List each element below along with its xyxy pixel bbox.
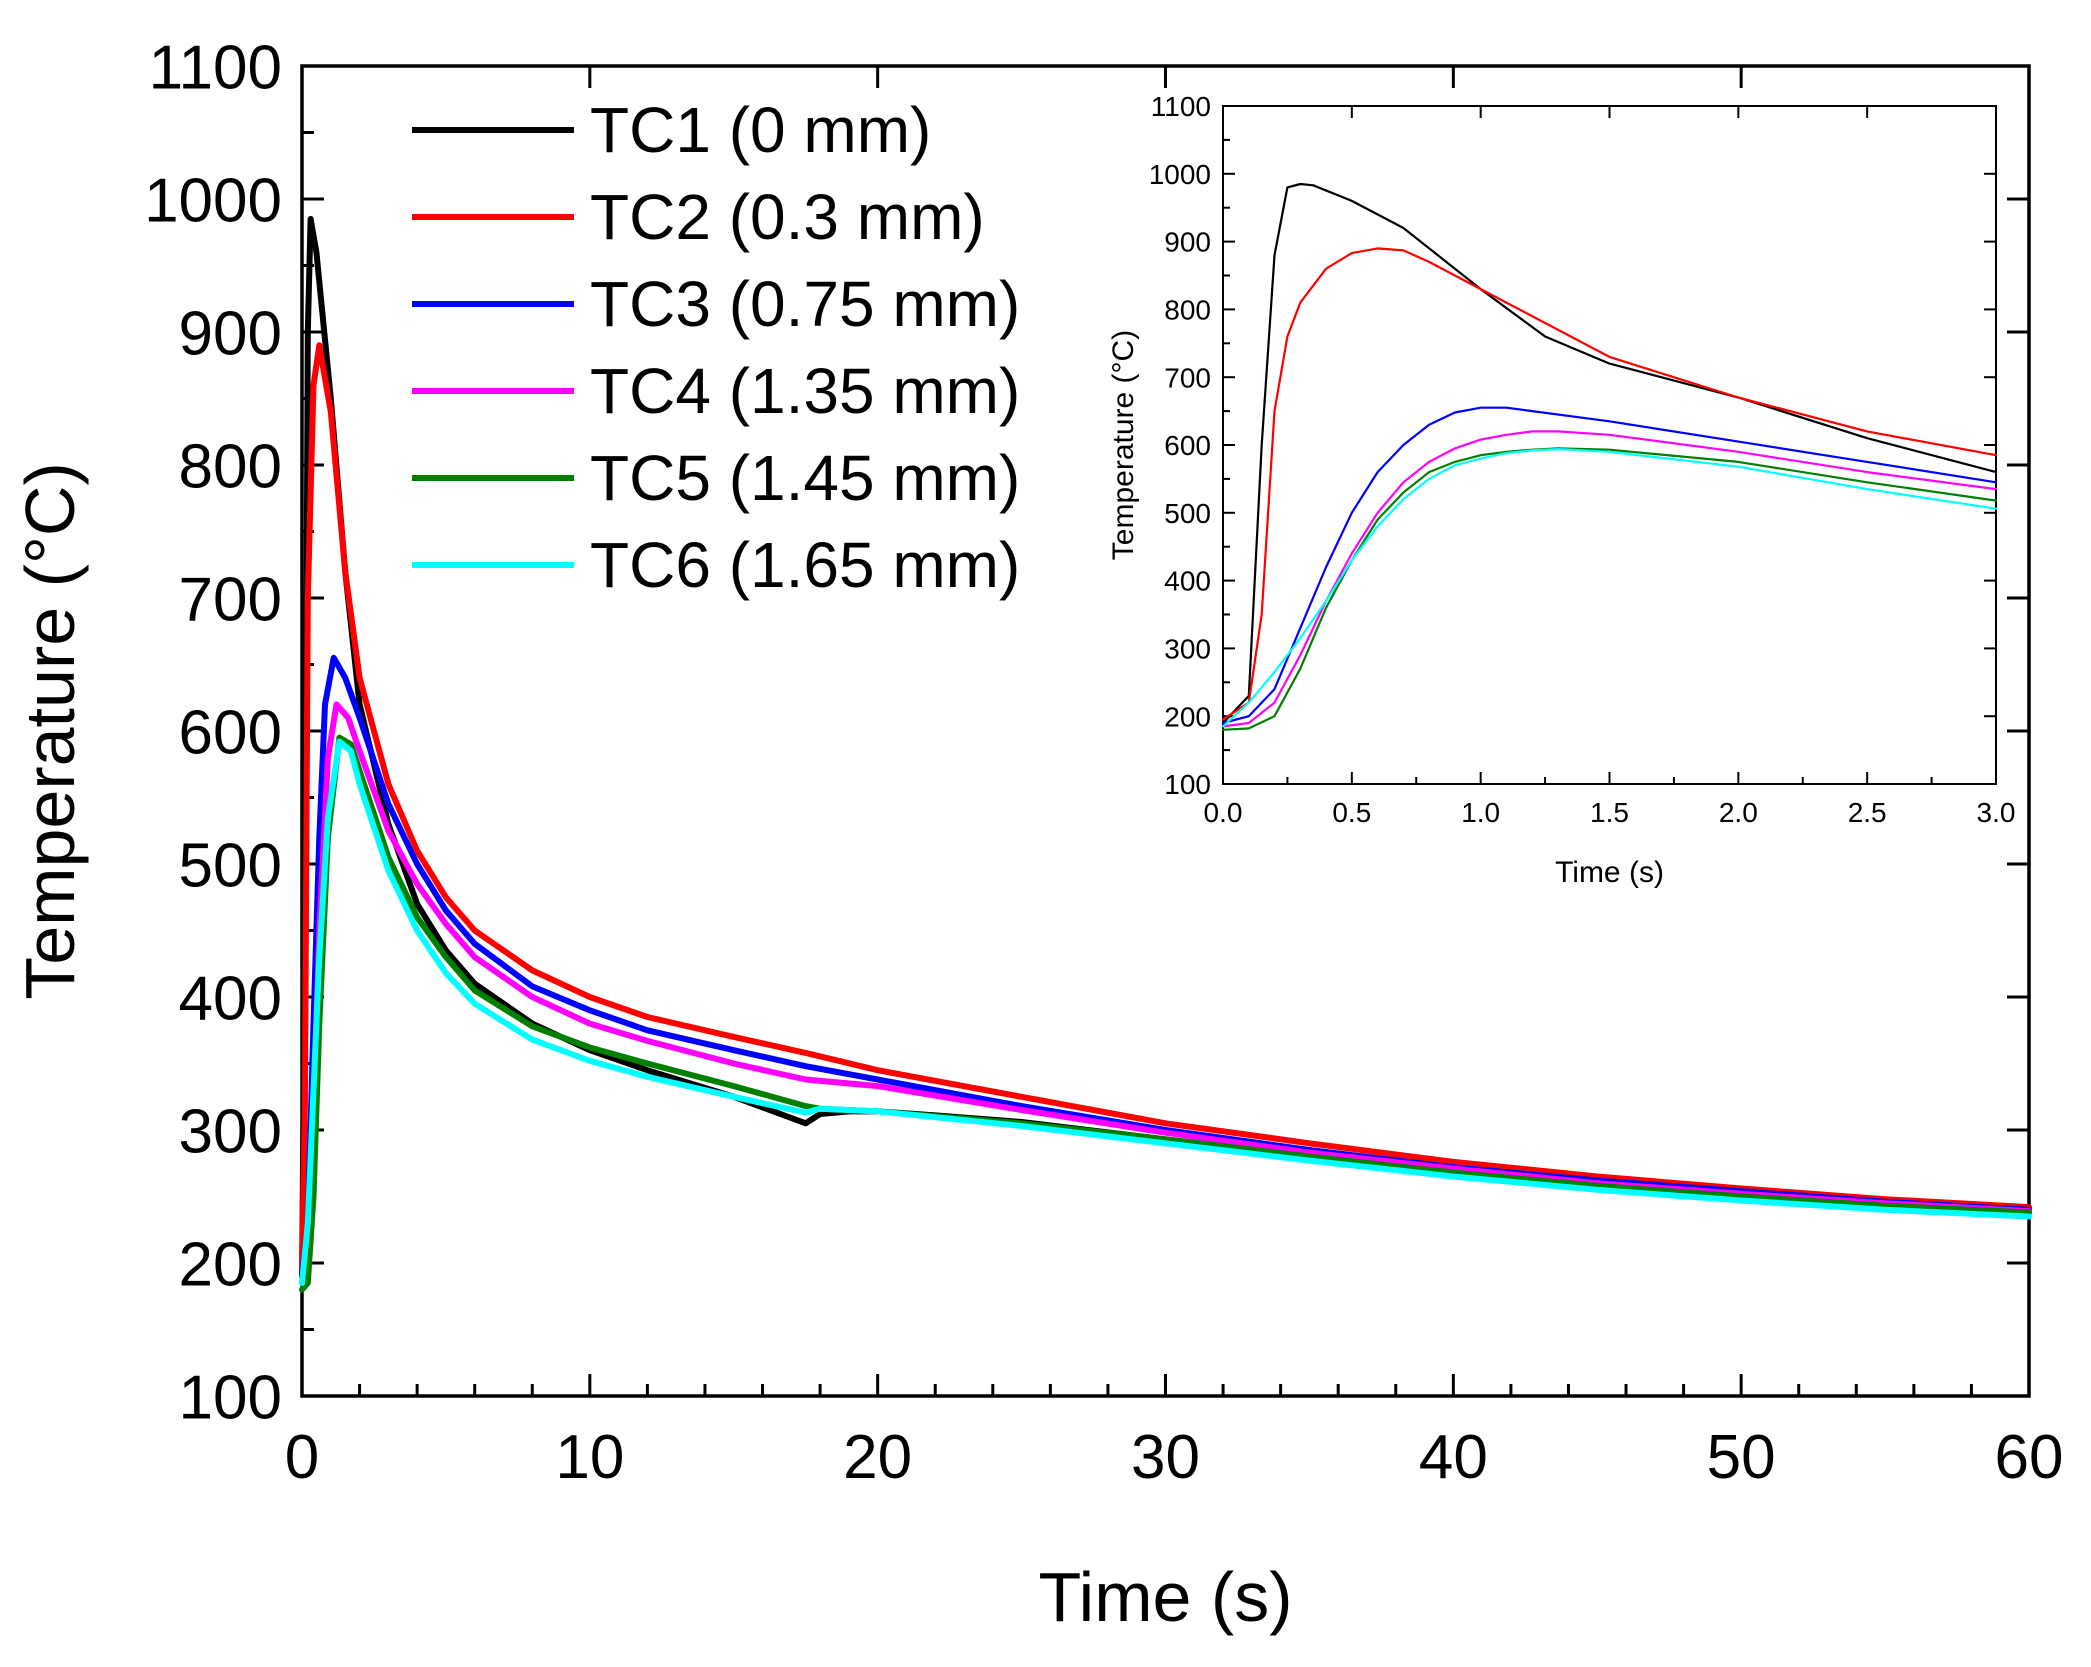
- inset-series-1-line: [1221, 182, 1998, 725]
- inset-x-axis-title: Time (s): [1555, 856, 1664, 889]
- inset-y-tick-label: 700: [1164, 362, 1211, 393]
- inset-series-6-line: [1221, 448, 1998, 728]
- legend: TC1 (0 mm) TC2 (0.3 mm) TC3 (0.75 mm) TC4 (…: [412, 94, 1020, 601]
- inset-y-axis-title: Temperature (°C): [1107, 330, 1140, 560]
- main-y-tick-label: 900: [179, 299, 282, 368]
- inset-y-tick-label: 500: [1164, 498, 1211, 529]
- legend-label-2: TC2 (0.3 mm): [590, 181, 985, 253]
- main-y-tick-label: 500: [179, 831, 282, 900]
- inset-x-tick-label: 1.5: [1590, 797, 1629, 828]
- inset-y-tick-label: 1000: [1149, 159, 1211, 190]
- inset-series-4-line: [1221, 430, 1998, 728]
- inset-plot: 100 200 300 400 500 600 700 800 900 1000 1100 0.0 0.…: [1107, 91, 2015, 889]
- legend-label-5: TC5 (1.45 mm): [590, 442, 1020, 514]
- legend-label-3: TC3 (0.75 mm): [590, 268, 1020, 340]
- inset-y-tick-label: 900: [1164, 227, 1211, 258]
- inset-x-tick-label: 0.0: [1204, 797, 1243, 828]
- inset-y-tick-label: 1100: [1151, 91, 1211, 122]
- main-y-tick-label: 100: [179, 1363, 282, 1432]
- main-plot: 100 200 300 400 500 600 700 800 900 1000 1100 0 10 20…: [11, 33, 2063, 1636]
- inset-series-2-line: [1221, 247, 1998, 721]
- inset-y-tick-label: 100: [1164, 769, 1211, 800]
- main-x-tick-label: 0: [285, 1423, 319, 1492]
- inset-x-tick-label: 2.5: [1848, 797, 1887, 828]
- main-y-tick-label: 700: [179, 565, 282, 634]
- inset-y-tick-label: 200: [1164, 701, 1211, 732]
- main-x-axis-title: Time (s): [1038, 1558, 1292, 1636]
- inset-y-tick-label: 600: [1164, 430, 1211, 461]
- main-series-4-line: [299, 701, 2032, 1286]
- main-x-tick-label: 50: [1707, 1423, 1776, 1492]
- inset-y-tick-label: 300: [1164, 633, 1211, 664]
- main-y-axis-title: Temperature (°C): [11, 462, 89, 1000]
- main-y-tick-label: 400: [179, 964, 282, 1033]
- main-y-tick-label: 600: [179, 698, 282, 767]
- main-series-2-line: [299, 342, 2032, 1273]
- legend-label-1: TC1 (0 mm): [590, 94, 931, 166]
- inset-x-tick-label: 1.0: [1461, 797, 1500, 828]
- inset-series-5-line: [1221, 447, 1998, 731]
- main-x-tick-label: 60: [1995, 1423, 2064, 1492]
- main-x-tick-label: 20: [843, 1423, 912, 1492]
- inset-x-tick-label: 0.5: [1332, 797, 1371, 828]
- main-y-tick-label: 300: [179, 1097, 282, 1166]
- inset-y-tick-label: 800: [1164, 294, 1211, 325]
- inset-x-tick-label: 2.0: [1719, 797, 1758, 828]
- inset-y-tick-label: 400: [1164, 566, 1211, 597]
- main-x-tick-label: 40: [1419, 1423, 1488, 1492]
- main-series-6-line: [299, 738, 2032, 1286]
- main-y-tick-label: 200: [179, 1230, 282, 1299]
- main-y-tick-label: 1000: [144, 166, 282, 235]
- inset-x-tick-label: 3.0: [1977, 797, 2016, 828]
- main-x-tick-label: 10: [555, 1423, 624, 1492]
- main-y-tick-label: 800: [179, 432, 282, 501]
- legend-label-6: TC6 (1.65 mm): [590, 529, 1020, 601]
- main-x-tick-label: 30: [1131, 1423, 1200, 1492]
- main-y-tick-label: 1100: [149, 33, 282, 102]
- legend-label-4: TC4 (1.35 mm): [590, 355, 1020, 427]
